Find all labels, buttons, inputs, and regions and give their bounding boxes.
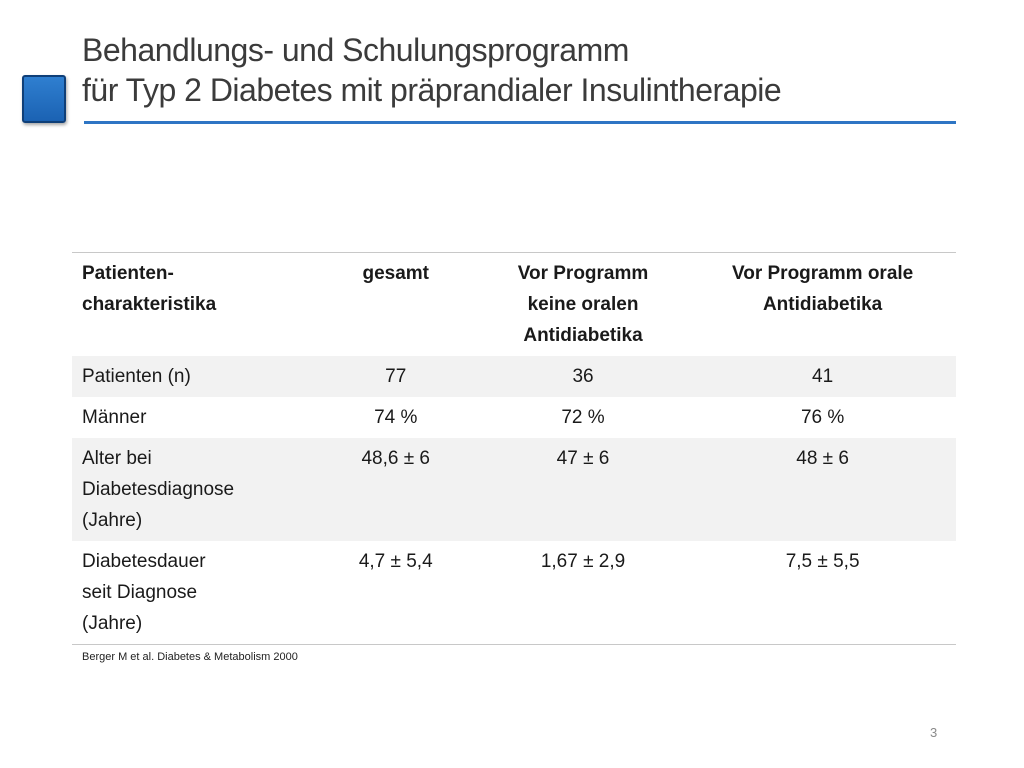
header-characteristics: Patienten- charakteristika: [72, 253, 315, 357]
title-line-1: Behandlungs- und Schulungsprogramm: [82, 32, 629, 68]
cell-value: 77: [385, 366, 407, 387]
cell-value: 74 %: [374, 407, 418, 428]
table-row: Diabetesdauer seit Diagnose (Jahre) 4,7 …: [72, 541, 956, 645]
cell-value: 72 %: [561, 407, 605, 428]
cell-value: 36: [572, 366, 594, 387]
table-row: Alter bei Diabetesdiagnose (Jahre) 48,6 …: [72, 438, 956, 541]
header-no-oral: Vor Programm keine oralen Antidiabetika: [477, 253, 689, 357]
header-cell-text: Vor Programm orale Antidiabetika: [731, 263, 914, 315]
patient-characteristics-table: Patienten- charakteristika gesamt Vor Pr…: [72, 252, 956, 645]
header-cell-text: Vor Programm keine oralen Antidiabetika: [517, 263, 649, 346]
row-label: Diabetesdauer seit Diagnose (Jahre): [82, 551, 206, 634]
title-line-2: für Typ 2 Diabetes mit präprandialer Ins…: [82, 72, 782, 108]
table-header-row: Patienten- charakteristika gesamt Vor Pr…: [72, 252, 956, 357]
page-number: 3: [930, 725, 938, 740]
header-cell-text: gesamt: [362, 263, 429, 284]
row-label: Patienten (n): [82, 366, 191, 387]
table-row: Männer 74 % 72 % 76 %: [72, 397, 956, 438]
slide-title: Behandlungs- und Schulungsprogramm für T…: [82, 30, 962, 110]
row-label: Alter bei Diabetesdiagnose (Jahre): [82, 448, 235, 531]
accent-square: [22, 75, 66, 123]
title-underline: [84, 121, 956, 124]
row-label: Männer: [82, 407, 147, 428]
cell-value: 48,6 ± 6: [361, 448, 431, 469]
header-cell-text: Patienten- charakteristika: [82, 263, 217, 315]
header-total: gesamt: [315, 253, 477, 357]
cell-value: 7,5 ± 5,5: [785, 551, 860, 572]
cell-value: 41: [812, 366, 834, 387]
table-row: Patienten (n) 77 36 41: [72, 356, 956, 397]
cell-value: 76 %: [800, 407, 845, 428]
source-citation: Berger M et al. Diabetes & Metabolism 20…: [82, 651, 298, 663]
cell-value: 4,7 ± 5,4: [358, 551, 433, 572]
header-oral: Vor Programm orale Antidiabetika: [689, 253, 956, 357]
cell-value: 48 ± 6: [796, 448, 849, 469]
cell-value: 1,67 ± 2,9: [540, 551, 626, 572]
cell-value: 47 ± 6: [556, 448, 610, 469]
